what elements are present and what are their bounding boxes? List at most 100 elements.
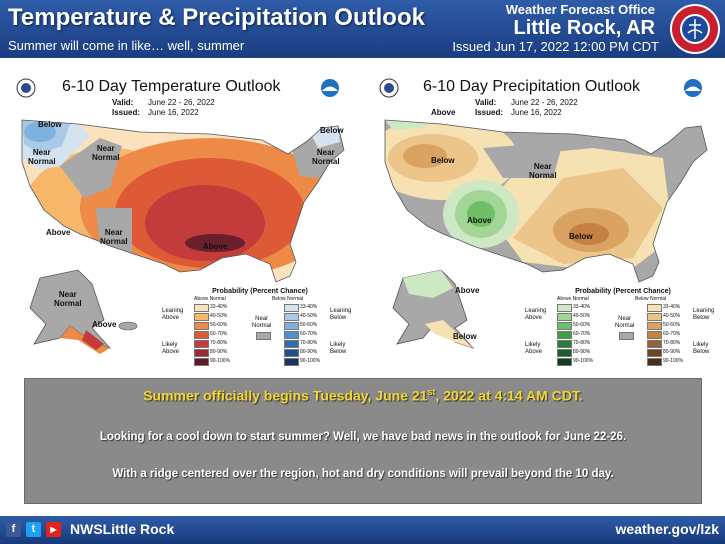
pct-below-3: 50-60% <box>663 322 681 328</box>
swatch-below-6 <box>284 349 299 357</box>
pct-below-4: 60-70% <box>300 331 318 337</box>
label-above-alaska: Above <box>455 286 480 295</box>
outlook-message-line-1: Looking for a cool down to start summer?… <box>99 431 627 443</box>
pct-above-1: 33-40% <box>210 304 228 310</box>
swatch-below-2 <box>647 313 662 321</box>
label-below-northwest: Below <box>431 156 455 165</box>
legend-leaning-below: Leaning Below <box>330 308 352 321</box>
swatch-above-6 <box>557 349 572 357</box>
swatch-below-5 <box>284 340 299 348</box>
legend-likely-above: Likely Above <box>162 342 180 355</box>
legend-below-header: Below Normal <box>635 296 667 302</box>
label-near-northwest: Near Normal <box>28 148 56 166</box>
pct-above-2: 40-50% <box>210 313 228 319</box>
legend-below-header: Below Normal <box>272 296 304 302</box>
swatch-above-7 <box>194 358 209 366</box>
pct-above-5: 70-80% <box>573 340 591 346</box>
swatch-below-4 <box>284 331 299 339</box>
legend-leaning-above: Leaning Above <box>525 308 547 321</box>
label-below-northeast: Below <box>320 126 344 135</box>
issued-timestamp: Issued Jun 17, 2022 12:00 PM CDT <box>452 39 659 54</box>
label-near-north: Near Normal <box>92 144 120 162</box>
pct-above-4: 60-70% <box>210 331 228 337</box>
temperature-outlook-map <box>16 78 345 354</box>
legend-above-header: Above Normal <box>194 296 226 302</box>
label-below-southeast: Below <box>569 232 593 241</box>
header-banner: Temperature & Precipitation Outlook Summ… <box>0 0 725 58</box>
swatch-above-6 <box>194 349 209 357</box>
swatch-below-7 <box>647 358 662 366</box>
outlook-message-line-2: With a ridge centered over the region, h… <box>112 468 614 480</box>
swatch-above-5 <box>557 340 572 348</box>
social-handle: NWSLittle Rock <box>70 521 175 537</box>
pct-below-6: 80-90% <box>663 349 681 355</box>
pct-above-3: 50-60% <box>573 322 591 328</box>
swatch-above-3 <box>194 322 209 330</box>
pct-below-2: 40-50% <box>663 313 681 319</box>
temperature-outlook-panel: 6-10 Day Temperature Outlook Valid: June … <box>0 58 362 376</box>
swatch-below-1 <box>284 304 299 312</box>
precipitation-outlook-panel: 6-10 Day Precipitation Outlook Valid: Jun… <box>363 58 725 376</box>
label-above-southwest: Above <box>46 228 71 237</box>
swatch-below-7 <box>284 358 299 366</box>
pct-below-2: 40-50% <box>300 313 318 319</box>
pct-below-5: 70-80% <box>663 340 681 346</box>
label-above-alaska: Above <box>92 320 117 329</box>
legend-near-swatch <box>256 332 271 340</box>
label-above-west: Above <box>467 216 492 225</box>
temperature-legend: Probability (Percent Chance) Above Norma… <box>160 286 360 372</box>
swatch-above-4 <box>194 331 209 339</box>
swatch-above-1 <box>194 304 209 312</box>
legend-leaning-below: Leaning Below <box>693 308 715 321</box>
legend-likely-below: Likely Below <box>693 342 710 355</box>
swatch-below-1 <box>647 304 662 312</box>
website-link[interactable]: weather.gov/lzk <box>615 521 719 537</box>
label-near-center: Near Normal <box>529 162 557 180</box>
swatch-above-5 <box>194 340 209 348</box>
pct-below-6: 80-90% <box>300 349 318 355</box>
pct-below-1: 33-40% <box>300 304 318 310</box>
label-near-southwest: Near Normal <box>100 228 128 246</box>
outlook-maps: 6-10 Day Temperature Outlook Valid: June … <box>0 58 725 376</box>
pct-below-5: 70-80% <box>300 340 318 346</box>
pct-above-3: 50-60% <box>210 322 228 328</box>
legend-near-normal: Near Normal <box>252 316 272 329</box>
label-near-northeast: Near Normal <box>312 148 340 166</box>
facebook-icon[interactable]: f <box>6 522 21 537</box>
twitter-icon[interactable]: t <box>26 522 41 537</box>
swatch-above-4 <box>557 331 572 339</box>
swatch-above-2 <box>557 313 572 321</box>
precipitation-outlook-map <box>379 78 708 349</box>
footer-bar: f t ▶ NWSLittle Rock weather.gov/lzk <box>0 516 725 544</box>
legend-leaning-above: Leaning Above <box>162 308 184 321</box>
temperature-map-title: 6-10 Day Temperature Outlook <box>62 78 281 95</box>
legend-near-swatch <box>619 332 634 340</box>
pct-above-2: 40-50% <box>573 313 591 319</box>
swatch-below-4 <box>647 331 662 339</box>
precipitation-map-title: 6-10 Day Precipitation Outlook <box>423 78 640 95</box>
label-near-alaska: Near Normal <box>54 290 82 308</box>
youtube-icon[interactable]: ▶ <box>46 522 61 537</box>
legend-title: Probability (Percent Chance) <box>212 288 308 295</box>
swatch-below-5 <box>647 340 662 348</box>
label-below-northwest: Below <box>38 120 62 129</box>
swatch-below-6 <box>647 349 662 357</box>
pct-above-4: 60-70% <box>573 331 591 337</box>
swatch-below-2 <box>284 313 299 321</box>
swatch-above-3 <box>557 322 572 330</box>
legend-title: Probability (Percent Chance) <box>575 288 671 295</box>
pct-above-6: 80-90% <box>210 349 228 355</box>
pct-below-3: 50-60% <box>300 322 318 328</box>
swatch-above-7 <box>557 358 572 366</box>
legend-likely-below: Likely Below <box>330 342 347 355</box>
precipitation-valid-dates: Valid: June 22 - 26, 2022 Issued: June 16,… <box>475 98 578 117</box>
swatch-above-2 <box>194 313 209 321</box>
page-title: Temperature & Precipitation Outlook <box>8 4 425 31</box>
swatch-below-3 <box>647 322 662 330</box>
pct-above-7: 90-100% <box>573 358 594 364</box>
label-below-alaska: Below <box>453 332 477 341</box>
summer-start-headline: Summer officially begins Tuesday, June 2… <box>143 387 583 404</box>
temperature-valid-dates: Valid: June 22 - 26, 2022 Issued: June 16,… <box>112 98 215 117</box>
summary-message-box: Summer officially begins Tuesday, June 2… <box>24 378 702 504</box>
legend-near-normal: Near Normal <box>615 316 635 329</box>
